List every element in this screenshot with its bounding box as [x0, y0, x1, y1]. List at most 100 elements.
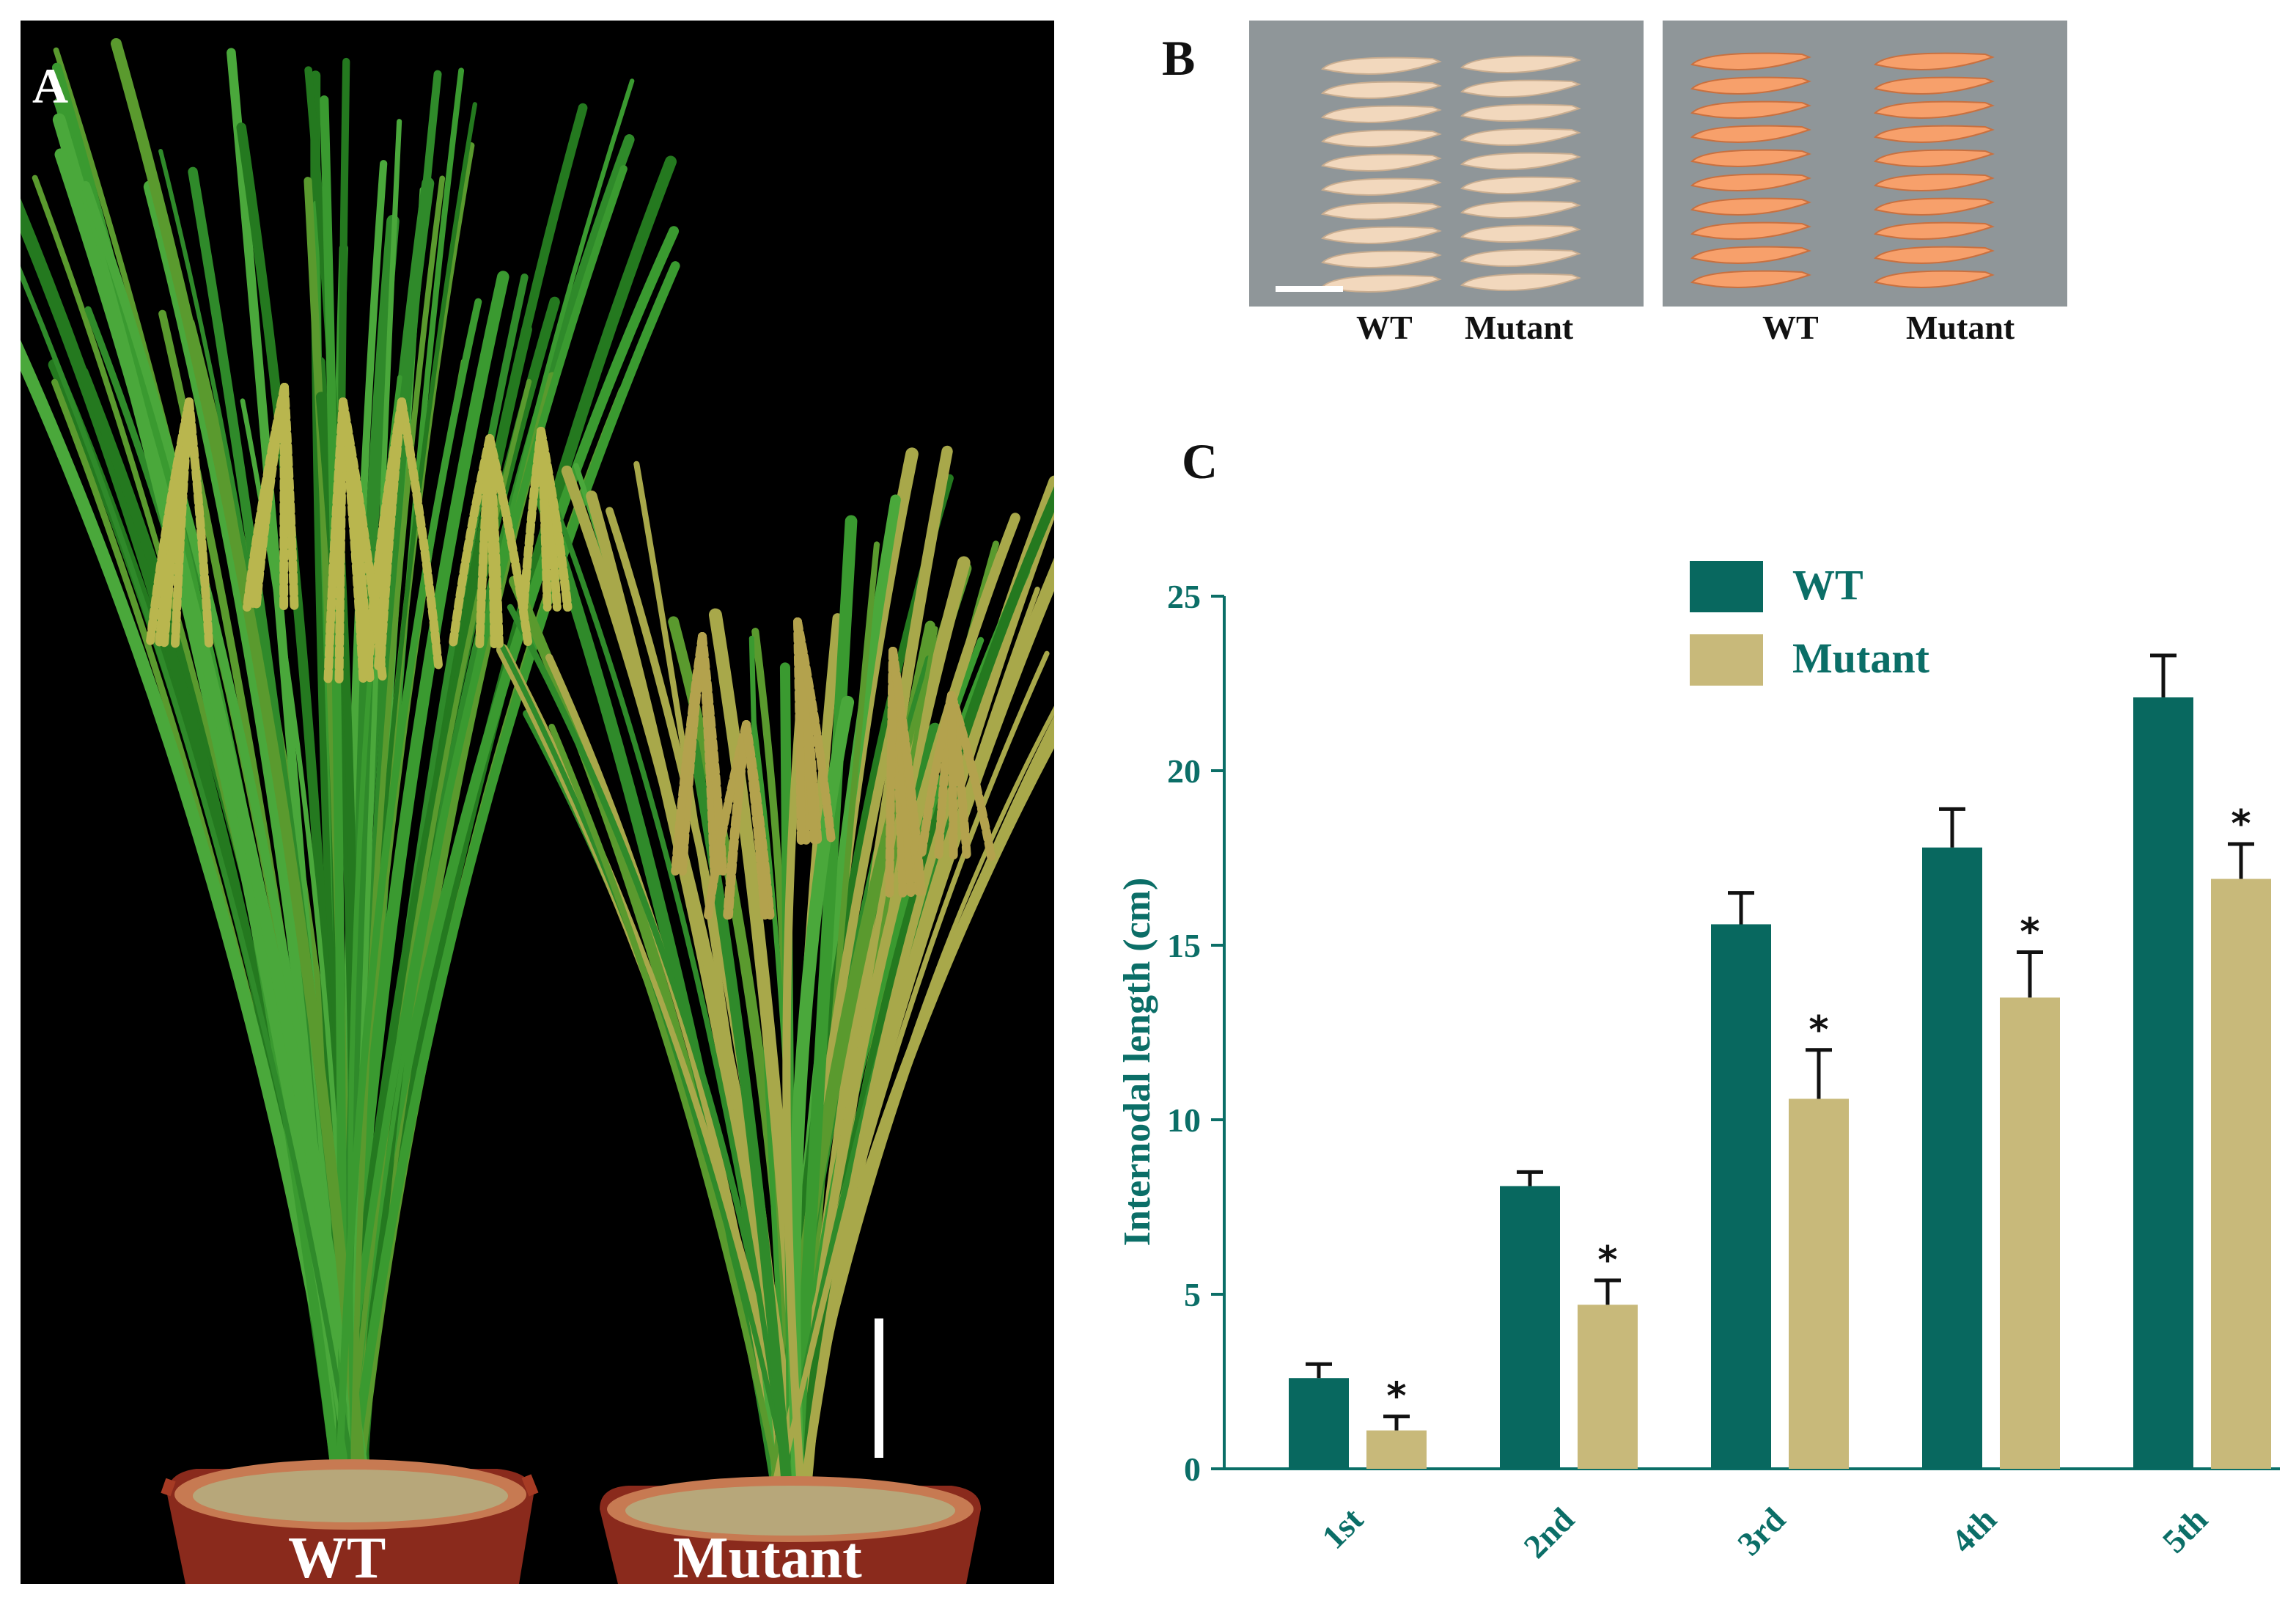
panicle — [170, 397, 194, 648]
panicle — [916, 691, 956, 861]
rice-grain — [1690, 197, 1811, 216]
panicle — [888, 647, 927, 898]
rice-grain — [1460, 79, 1581, 98]
legend-swatch-wt — [1690, 561, 1763, 612]
panicle — [742, 720, 770, 920]
rice-grain — [1321, 153, 1442, 172]
panicle — [671, 632, 707, 876]
bar-wt-4th — [1922, 847, 1982, 1469]
panicle — [724, 720, 751, 920]
leaf-blade — [794, 486, 1054, 1500]
legend-label-wt: WT — [1792, 561, 1863, 609]
wt-plant-label: WT — [288, 1526, 386, 1584]
rice-grain — [1690, 149, 1811, 168]
leaf-blade — [782, 704, 806, 1499]
panicle — [885, 647, 897, 898]
panicle — [323, 397, 347, 685]
x-tick-label-5th: 5th — [2155, 1500, 2215, 1560]
panel-b-letter: B — [1162, 30, 1196, 86]
leaf-blade — [547, 489, 790, 1497]
bar-mutant-5th — [2211, 878, 2271, 1469]
leaf-blade — [54, 148, 370, 1486]
rice-grain — [1690, 76, 1811, 95]
rice-grain — [1690, 52, 1811, 71]
rice-grain — [1321, 177, 1442, 197]
leaf-blade — [530, 478, 785, 1501]
rice-grain — [1321, 105, 1442, 124]
panicle — [793, 617, 806, 846]
bar-mutant-3rd — [1789, 1098, 1849, 1469]
mutant-pot — [600, 1476, 981, 1584]
grain-photo-hulled — [1249, 21, 1644, 307]
legend-label-mutant: Mutant — [1792, 634, 1930, 682]
chart-legend: WT Mutant — [1690, 561, 1930, 686]
rice-grain — [1690, 270, 1811, 289]
panel-c-letter: C — [1182, 433, 1218, 489]
grain-photo-dehulled — [1663, 21, 2067, 307]
rice-grain — [1321, 226, 1442, 245]
grain-label-wt-1: WT — [1356, 309, 1413, 346]
bar-mutant-4th — [2000, 997, 2060, 1469]
rice-grain — [1874, 100, 1995, 120]
rice-grain — [1874, 197, 1995, 216]
bar-wt-5th — [2133, 697, 2193, 1469]
y-axis-title: Internodal length (cm) — [1116, 878, 1158, 1247]
leaf-blade — [789, 515, 858, 1501]
rice-panicles — [145, 383, 996, 920]
bar-mutant-2nd — [1578, 1305, 1638, 1469]
rice-grain — [1321, 274, 1442, 293]
mutant-plant-label: Mutant — [673, 1526, 862, 1584]
chart-bars: * * * * * — [1289, 653, 2271, 1469]
rice-leaves — [21, 37, 1054, 1501]
panicle — [793, 617, 836, 846]
rice-grain — [1690, 221, 1811, 241]
rice-grain — [1690, 125, 1811, 144]
significance-asterisk: * — [2231, 802, 2251, 846]
scale-bar-b — [1276, 286, 1343, 292]
rice-grain — [1690, 246, 1811, 265]
bar-wt-2nd — [1500, 1186, 1560, 1469]
leaf-blade — [110, 37, 367, 1486]
rice-grain — [1321, 56, 1442, 76]
rice-grain — [1460, 55, 1581, 74]
panicle — [397, 397, 444, 670]
rice-grain — [1460, 103, 1581, 122]
rice-grain — [1460, 224, 1581, 243]
dehulled-grains — [1690, 52, 1995, 289]
grain-label-mutant-2: Mutant — [1906, 309, 2015, 346]
leaf-blade — [775, 586, 1040, 1497]
leaf-blade — [548, 723, 784, 1498]
y-tick-label: 25 — [1167, 578, 1201, 615]
rice-grain — [1321, 81, 1442, 100]
leaf-blade — [350, 175, 446, 1483]
y-tick-label: 10 — [1167, 1101, 1201, 1139]
internode-length-chart: 0 5 10 15 20 25 Internodal length (cm) 1st 2nd 3r… — [1116, 561, 2280, 1566]
bar-wt-1st — [1289, 1378, 1349, 1469]
leaf-blade — [335, 298, 482, 1483]
significance-asterisk: * — [1809, 1008, 1828, 1052]
y-tick-label: 20 — [1167, 752, 1201, 790]
x-tick-label-2nd: 2nd — [1517, 1500, 1582, 1566]
panicle — [248, 383, 289, 612]
rice-plants-illustration — [21, 37, 1054, 1584]
x-tick-label-3rd: 3rd — [1730, 1500, 1792, 1563]
rice-grain — [1690, 173, 1811, 192]
leaf-blade — [21, 265, 357, 1483]
y-tick-label: 15 — [1167, 927, 1201, 964]
significance-asterisk: * — [1386, 1375, 1406, 1419]
grain-label-wt-2: WT — [1762, 309, 1819, 346]
rice-grain — [1874, 52, 1995, 71]
rice-grain — [1874, 246, 1995, 265]
panicle — [485, 434, 533, 648]
panicle — [947, 691, 958, 861]
rice-grain — [1874, 125, 1995, 144]
significance-asterisk: * — [1597, 1239, 1617, 1283]
rice-grain — [1874, 221, 1995, 241]
panicle — [475, 434, 494, 648]
x-tick-label-1st: 1st — [1314, 1500, 1370, 1556]
rice-grain — [1460, 249, 1581, 268]
y-tick-label: 0 — [1184, 1450, 1201, 1488]
rice-grain — [1321, 202, 1442, 221]
rice-grain — [1874, 173, 1995, 192]
panicle — [185, 397, 214, 648]
